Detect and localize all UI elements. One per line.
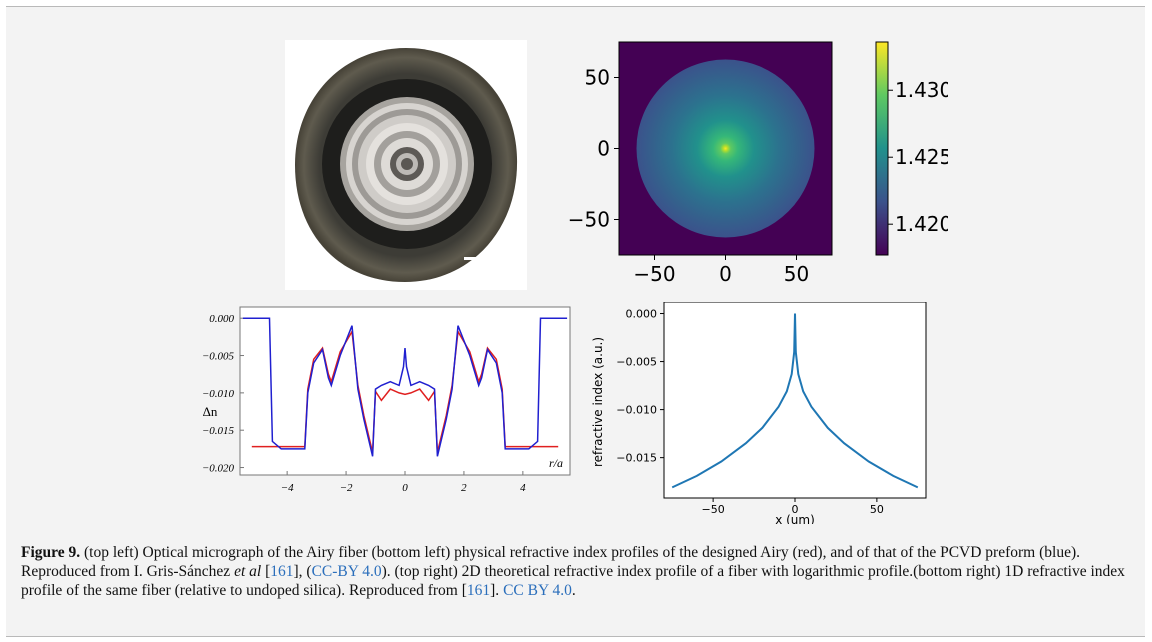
x-tick-label: −2: [340, 482, 353, 494]
citation-link[interactable]: 161: [270, 563, 294, 580]
x-tick-label: 2: [461, 482, 467, 494]
scale-bar-label: 15 µm: [466, 262, 502, 275]
heatmap-chart: −50 0 50 50 0 −50 1.430 1.425 1.420: [568, 41, 952, 286]
series-line-0: [671, 313, 919, 489]
citation-link[interactable]: 161: [466, 582, 491, 599]
y-axis-label: Δn: [203, 404, 218, 419]
series-line-1: [242, 317, 568, 457]
y-tick-label: 50: [585, 66, 610, 90]
y-tick-label: −0.015: [202, 425, 235, 437]
y-axis-label: refractive index (a.u.): [591, 337, 605, 467]
y-tick-label: −0.005: [616, 356, 657, 369]
caption-text: ], (: [293, 563, 312, 580]
y-tick-label: −0.015: [616, 452, 657, 465]
airy-profile-panel: −4 −2 0 2 4 0.000 −0.005 −0.010 −0.015 −0.020 Δn …: [180, 302, 580, 524]
colorbar-tick-label: 1.425: [895, 145, 948, 169]
micrograph-image: 15 µm: [285, 40, 527, 290]
caption-text: (top left) Optical micrograph of the Air…: [21, 544, 1080, 580]
y-tick-label: −0.010: [616, 404, 657, 417]
y-tick-label: 0.000: [626, 308, 658, 321]
y-tick-label: −0.020: [202, 463, 235, 475]
caption-text: [: [261, 563, 271, 580]
logarithmic-profile-panel: −50 0 50 0.000 −0.005 −0.010 −0.015 x (um) ref…: [590, 301, 950, 527]
y-tick-label: 0: [597, 137, 610, 161]
x-tick-label: 4: [520, 482, 526, 494]
logarithmic-profile-chart: −50 0 50 0.000 −0.005 −0.010 −0.015 x (um) ref…: [591, 301, 927, 527]
figure-frame: [6, 6, 1145, 637]
y-tick-label: −0.010: [202, 388, 235, 400]
heatmap-core-disk: [636, 59, 815, 238]
x-axis-label: r/a: [549, 456, 563, 470]
airy-plot-frame: [239, 306, 571, 476]
colorbar-tick-label: 1.430: [895, 78, 948, 102]
colorbar: [875, 41, 889, 256]
y-tick-label: −50: [568, 208, 610, 232]
x-tick-label: 50: [870, 503, 884, 516]
figure-caption: Figure 9. (top left) Optical micrograph …: [21, 543, 1131, 600]
x-tick-label: −4: [281, 482, 294, 494]
caption-text: ].: [490, 582, 504, 599]
x-tick-label: −50: [702, 503, 725, 516]
caption-label: Figure 9.: [21, 544, 81, 561]
x-tick-label: 0: [792, 503, 799, 516]
license-link[interactable]: CC BY 4.0: [503, 582, 572, 599]
x-axis-label: x (um): [775, 513, 815, 524]
caption-text: ). (top right) 2D theoretical refractive…: [21, 563, 1125, 599]
license-link[interactable]: CC-BY 4.0: [311, 563, 382, 580]
airy-profile-chart: −4 −2 0 2 40.000−0.005−0.010−0.015−0.020 Δn …: [202, 306, 571, 494]
x-tick-label: 50: [784, 262, 809, 286]
y-tick-label: 0.000: [209, 313, 234, 325]
y-tick-label: −0.005: [202, 351, 235, 363]
x-tick-label: 0: [719, 262, 732, 286]
heatmap-panel: −50 0 50 50 0 −50 1.430 1.425 1.420: [568, 38, 952, 300]
x-tick-label: 0: [402, 482, 408, 494]
colorbar-tick-label: 1.420: [895, 212, 948, 236]
caption-text: .: [571, 582, 576, 599]
caption-etal: et al: [234, 563, 262, 580]
x-tick-label: −50: [633, 262, 675, 286]
